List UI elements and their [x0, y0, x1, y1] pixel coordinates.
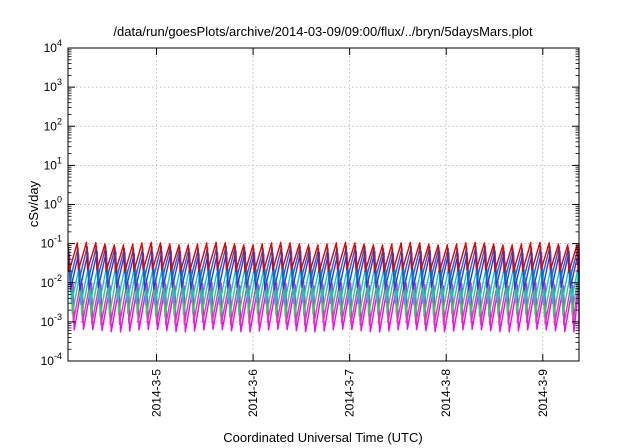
y-tick-base: 10 [41, 315, 55, 329]
x-axis-label: Coordinated Universal Time (UTC) [223, 430, 422, 445]
y-tick-base: 10 [44, 119, 58, 133]
y-tick-exponent: -4 [54, 351, 62, 361]
y-tick-exponent: 3 [57, 77, 62, 87]
y-tick-base: 10 [41, 276, 55, 290]
y-tick-base: 10 [41, 354, 55, 368]
y-tick-label: 104 [44, 38, 62, 55]
y-tick-label: 10-3 [41, 312, 62, 329]
x-tick-label: 2014-3-5 [150, 369, 164, 417]
series-line [67, 241, 580, 273]
x-tick-label: 2014-3-9 [536, 369, 550, 417]
y-tick-label: 10-4 [41, 351, 62, 368]
y-tick-exponent: 0 [57, 195, 62, 205]
y-tick-base: 10 [44, 198, 58, 212]
x-tick-label: 2014-3-6 [246, 369, 260, 417]
x-tick-marks [156, 48, 544, 361]
chart-title: /data/run/goesPlots/archive/2014-03-09/0… [113, 24, 533, 39]
y-tick-exponent: 4 [57, 38, 62, 48]
x-tick-label: 2014-3-8 [439, 369, 453, 417]
y-tick-label: 102 [44, 116, 62, 133]
y-tick-marks [68, 47, 579, 362]
y-axis-label: cSv/day [26, 180, 41, 227]
y-tick-exponent: -2 [54, 273, 62, 283]
y-tick-label: 100 [44, 195, 62, 212]
y-tick-base: 10 [44, 158, 58, 172]
y-tick-base: 10 [44, 80, 58, 94]
y-tick-base: 10 [41, 237, 55, 251]
x-tick-label: 2014-3-7 [343, 369, 357, 417]
y-tick-exponent: -3 [54, 312, 62, 322]
y-tick-label: 103 [44, 77, 62, 94]
y-tick-exponent: 1 [57, 155, 62, 165]
x-tick-labels: 2014-3-5 2014-3-6 2014-3-7 2014-3-8 2014-3-9 [150, 369, 550, 417]
y-tick-exponent: 2 [57, 116, 62, 126]
y-tick-label: 101 [44, 155, 62, 172]
series-group [67, 241, 580, 333]
y-tick-label: 10-2 [41, 273, 62, 290]
y-tick-label: 10-1 [41, 234, 62, 251]
series-line [71, 277, 580, 326]
y-tick-base: 10 [44, 41, 58, 55]
y-tick-exponent: -1 [54, 234, 62, 244]
